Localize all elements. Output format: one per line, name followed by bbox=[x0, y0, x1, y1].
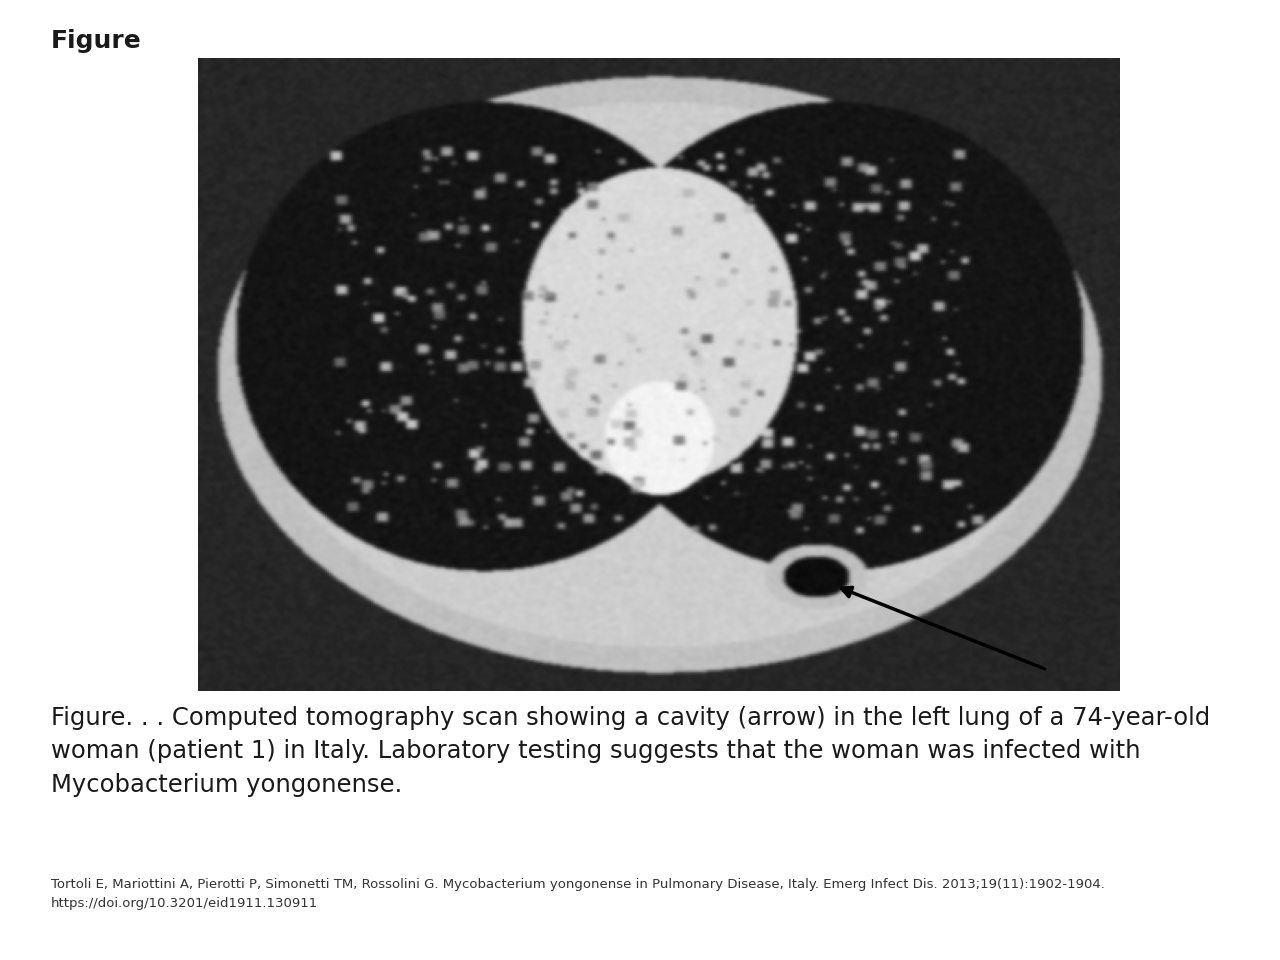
Text: Figure: Figure bbox=[51, 29, 142, 53]
Text: Tortoli E, Mariottini A, Pierotti P, Simonetti TM, Rossolini G. Mycobacterium yo: Tortoli E, Mariottini A, Pierotti P, Sim… bbox=[51, 878, 1105, 910]
Text: Figure. . . Computed tomography scan showing a cavity (arrow) in the left lung o: Figure. . . Computed tomography scan sho… bbox=[51, 706, 1211, 797]
